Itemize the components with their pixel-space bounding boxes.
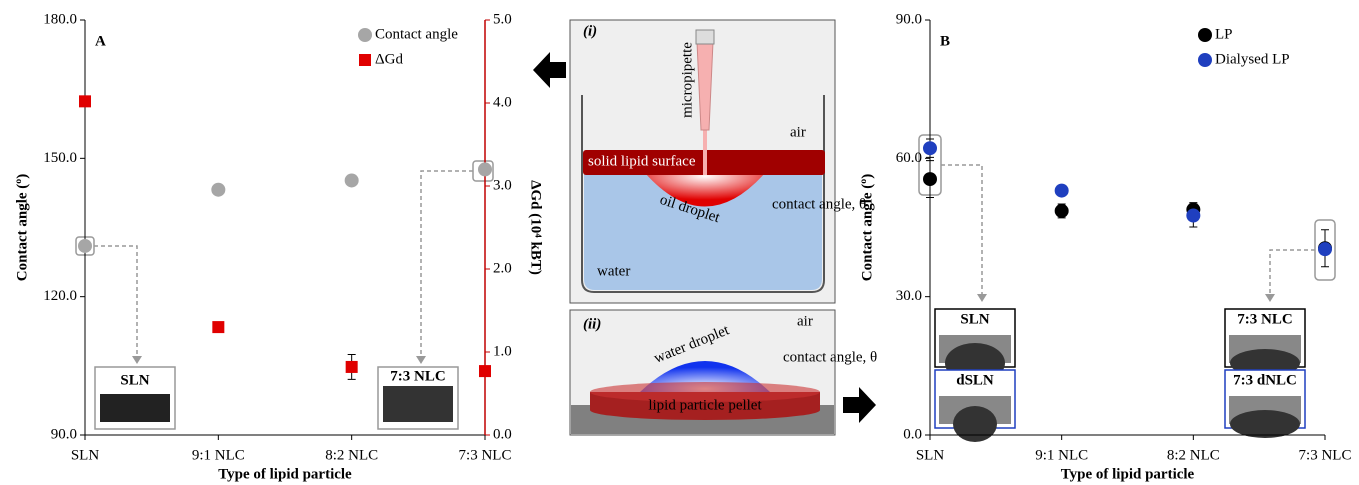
- inset-a: SLN 7:3 NLC: [76, 161, 493, 429]
- diagram: (i) micropipette air solid lipid surface…: [533, 20, 877, 435]
- y-axis-label: Contact angle (º): [14, 174, 30, 281]
- x-tick-label: SLN: [71, 447, 100, 463]
- x-tick-label: 9:1 NLC: [1035, 447, 1088, 463]
- x-axis-label: Type of lipid particle: [1061, 466, 1195, 482]
- inset-label: 7:3 NLC: [390, 368, 445, 384]
- inset-label: 7:3 NLC: [1237, 311, 1292, 327]
- marker: [1186, 209, 1200, 223]
- label: micropipette: [679, 42, 695, 118]
- y2-tick-label: 1.0: [493, 343, 512, 359]
- label: solid lipid surface: [588, 153, 696, 169]
- label: water: [597, 263, 630, 279]
- inset-label: dSLN: [956, 372, 994, 388]
- legend-label: ΔGd: [375, 51, 403, 67]
- x-tick-label: 8:2 NLC: [325, 447, 378, 463]
- y-tick-label: 60.0: [896, 150, 922, 166]
- marker: [479, 365, 491, 377]
- x-tick-label: SLN: [916, 447, 945, 463]
- inset-label: SLN: [960, 311, 989, 327]
- arrow: [533, 52, 566, 88]
- y-tick-label: 150.0: [43, 150, 77, 166]
- marker: [1055, 204, 1069, 218]
- y2-tick-label: 2.0: [493, 260, 512, 276]
- arrow: [843, 387, 876, 423]
- y-tick-label: 120.0: [43, 288, 77, 304]
- marker: [79, 95, 91, 107]
- y-axis-label: Contact angle (º): [859, 174, 875, 281]
- inset-label: 7:3 dNLC: [1233, 372, 1297, 388]
- chart-title: A: [95, 33, 106, 49]
- marker: [359, 54, 371, 66]
- inset-label: SLN: [120, 372, 149, 388]
- label: air: [797, 313, 813, 329]
- legend-label: Dialysed LP: [1215, 51, 1290, 67]
- marker: [1055, 184, 1069, 198]
- y2-tick-label: 0.0: [493, 426, 512, 442]
- x-tick-label: 9:1 NLC: [192, 447, 245, 463]
- figure: SLN 7:3 NLC SLN dSLN 7:3 NLC 7:3 dNLC (i…: [0, 0, 1359, 485]
- y-tick-label: 0.0: [903, 426, 922, 442]
- y-tick-label: 90.0: [51, 426, 77, 442]
- marker: [923, 141, 937, 155]
- y2-tick-label: 3.0: [493, 177, 512, 193]
- panel-label: (i): [583, 23, 597, 39]
- marker: [478, 162, 492, 176]
- x-tick-label: 7:3 NLC: [1299, 447, 1352, 463]
- label: contact angle, θ: [772, 196, 866, 212]
- chart-title: B: [940, 33, 950, 49]
- marker: [1318, 242, 1332, 256]
- legend-label: LP: [1215, 26, 1233, 42]
- y2-tick-label: 4.0: [493, 94, 512, 110]
- marker: [346, 361, 358, 373]
- marker: [345, 173, 359, 187]
- y-tick-label: 90.0: [896, 11, 922, 27]
- x-tick-label: 8:2 NLC: [1167, 447, 1220, 463]
- label: air: [790, 124, 806, 140]
- marker: [923, 172, 937, 186]
- marker: [1198, 53, 1212, 67]
- y-tick-label: 30.0: [896, 288, 922, 304]
- label: contact angle, θ: [783, 349, 877, 365]
- marker: [1198, 28, 1212, 42]
- marker: [358, 28, 372, 42]
- label: lipid particle pellet: [648, 397, 762, 413]
- y2-tick-label: 5.0: [493, 11, 512, 27]
- x-tick-label: 7:3 NLC: [459, 447, 512, 463]
- y-tick-label: 180.0: [43, 11, 77, 27]
- marker: [211, 183, 225, 197]
- x-axis-label: Type of lipid particle: [218, 466, 352, 482]
- y2-axis-label: ΔGd (10⁴ kBT): [528, 180, 544, 275]
- inset-b: SLN dSLN 7:3 NLC 7:3 dNLC: [919, 135, 1335, 442]
- legend-label: Contact angle: [375, 26, 458, 42]
- marker: [212, 321, 224, 333]
- panel-label: (ii): [583, 316, 601, 332]
- marker: [78, 239, 92, 253]
